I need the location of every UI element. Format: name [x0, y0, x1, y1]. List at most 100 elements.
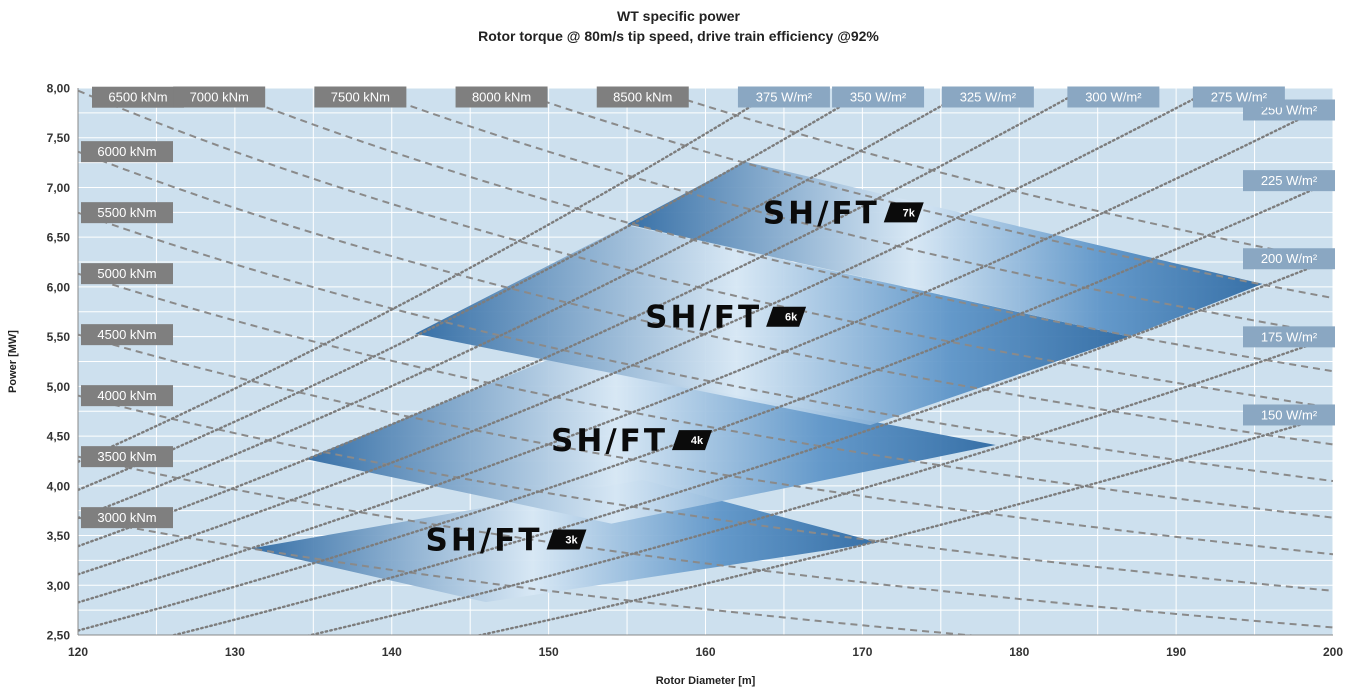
power-density-label: 325 W/m² [941, 86, 1034, 108]
power-density-line [78, 88, 784, 464]
torque-line [78, 211, 1333, 483]
x-axis-label: Rotor Diameter [m] [656, 675, 756, 687]
power-density-label: 350 W/m² [832, 86, 925, 108]
torque-line [357, 88, 1333, 336]
x-tick-label: 170 [852, 645, 872, 659]
torque-label: 5000 kNm [81, 263, 173, 285]
product-label-3k: SH/FT 3k [426, 523, 587, 559]
power-density-line [305, 335, 1333, 635]
product-badge: 3k [565, 535, 578, 547]
x-tick-label: 190 [1166, 645, 1186, 659]
torque-label-text: 3000 kNm [97, 510, 156, 525]
power-density-label-text: 175 W/m² [1261, 329, 1318, 344]
power-density-label-text: 375 W/m² [756, 90, 813, 105]
power-density-label-text: 275 W/m² [1211, 90, 1268, 105]
torque-label: 8500 kNm [596, 86, 689, 108]
product-region-7k [627, 161, 1263, 337]
power-density-label-text: 300 W/m² [1085, 90, 1142, 105]
torque-line [78, 455, 1333, 629]
chart-subtitle: Rotor torque @ 80m/s tip speed, drive tr… [478, 28, 879, 44]
torque-label-text: 5500 kNm [97, 205, 156, 220]
power-density-line [78, 88, 1089, 548]
product-badge: 6k [785, 312, 798, 324]
torque-label-text: 3500 kNm [97, 449, 156, 464]
torque-line [78, 272, 1333, 519]
product-label-7k: SH/FT 7k [763, 195, 924, 231]
x-tick-label: 180 [1009, 645, 1029, 659]
torque-label: 6500 kNm [92, 86, 184, 108]
product-region-4k [305, 359, 996, 524]
torque-label: 7000 kNm [173, 86, 266, 108]
power-density-label-text: 325 W/m² [960, 90, 1017, 105]
power-density-label: 225 W/m² [1243, 170, 1335, 192]
x-tick-label: 200 [1323, 645, 1343, 659]
product-name: SH/FT [645, 300, 762, 336]
y-tick-label: 5,00 [47, 380, 71, 394]
reference-line-labels: 3000 kNm 3500 kNm 4000 kNm 4500 kNm 5000 kNm… [81, 86, 1335, 529]
product-badge: 7k [903, 207, 916, 219]
y-tick-label: 6,50 [47, 231, 71, 245]
product-label-6k: SH/FT 6k [645, 300, 807, 336]
power-density-label: 275 W/m² [1192, 86, 1285, 108]
torque-label: 4000 kNm [81, 385, 173, 407]
y-tick-label: 7,50 [47, 131, 71, 145]
x-tick-label: 130 [225, 645, 245, 659]
torque-line [78, 333, 1333, 556]
torque-label-text: 7000 kNm [190, 90, 249, 105]
power-density-label-text: 225 W/m² [1261, 173, 1318, 188]
product-name: SH/FT [551, 423, 668, 459]
torque-label-text: 6500 kNm [108, 90, 167, 105]
y-tick-label: 2,50 [47, 629, 71, 643]
power-density-label-text: 350 W/m² [850, 90, 907, 105]
product-name: SH/FT [426, 523, 543, 559]
torque-label: 3000 kNm [81, 507, 173, 529]
torque-line [501, 88, 1333, 300]
torque-label: 8000 kNm [455, 86, 548, 108]
product-name: SH/FT [763, 195, 880, 231]
reference-lines [78, 88, 1333, 635]
power-density-line [78, 88, 1218, 576]
torque-label: 7500 kNm [314, 86, 407, 108]
x-tick-label: 140 [382, 645, 402, 659]
torque-label-text: 6000 kNm [97, 144, 156, 159]
power-density-label-text: 200 W/m² [1261, 251, 1318, 266]
torque-label-text: 4500 kNm [97, 327, 156, 342]
torque-label-text: 5000 kNm [97, 266, 156, 281]
y-tick-label: 4,00 [47, 479, 71, 493]
power-density-label: 300 W/m² [1067, 86, 1160, 108]
torque-line [213, 88, 1333, 373]
axes: 120 130 140 150 160 170 180 190 200 2,50 3,00 3,50 4… [7, 82, 1343, 688]
y-tick-label: 5,50 [47, 330, 71, 344]
product-badge: 4k [691, 435, 704, 447]
power-density-label: 200 W/m² [1243, 248, 1335, 270]
product-labels: SH/FT 3k SH/FT 4k SH/FT 6k SH/FT 7k [426, 195, 924, 559]
chart-title: WT specific power [617, 8, 740, 24]
y-tick-label: 4,50 [47, 430, 71, 444]
torque-line [78, 394, 1333, 592]
y-tick-label: 3,00 [47, 579, 71, 593]
power-density-line [475, 413, 1333, 635]
y-tick-label: 8,00 [47, 82, 71, 96]
product-label-4k: SH/FT 4k [551, 423, 712, 459]
torque-label: 5500 kNm [81, 202, 173, 224]
torque-label: 3500 kNm [81, 446, 173, 468]
x-tick-label: 120 [68, 645, 88, 659]
power-density-line [169, 257, 1333, 635]
torque-label-text: 7500 kNm [331, 90, 390, 105]
x-tick-label: 150 [539, 645, 559, 659]
torque-label: 6000 kNm [81, 141, 173, 163]
y-tick-label: 7,00 [47, 181, 71, 195]
torque-line [78, 89, 1333, 409]
torque-label-text: 8000 kNm [472, 90, 531, 105]
torque-label-text: 8500 kNm [613, 90, 672, 105]
power-density-line [78, 88, 976, 520]
y-tick-label: 3,50 [47, 529, 71, 543]
y-tick-label: 6,00 [47, 280, 71, 294]
power-density-line [78, 101, 1333, 604]
y-axis-label: Power [MW] [7, 330, 19, 393]
x-tick-label: 160 [695, 645, 715, 659]
power-density-label: 375 W/m² [737, 86, 830, 108]
power-density-label-text: 150 W/m² [1261, 407, 1318, 422]
power-density-label: 150 W/m² [1243, 404, 1335, 426]
